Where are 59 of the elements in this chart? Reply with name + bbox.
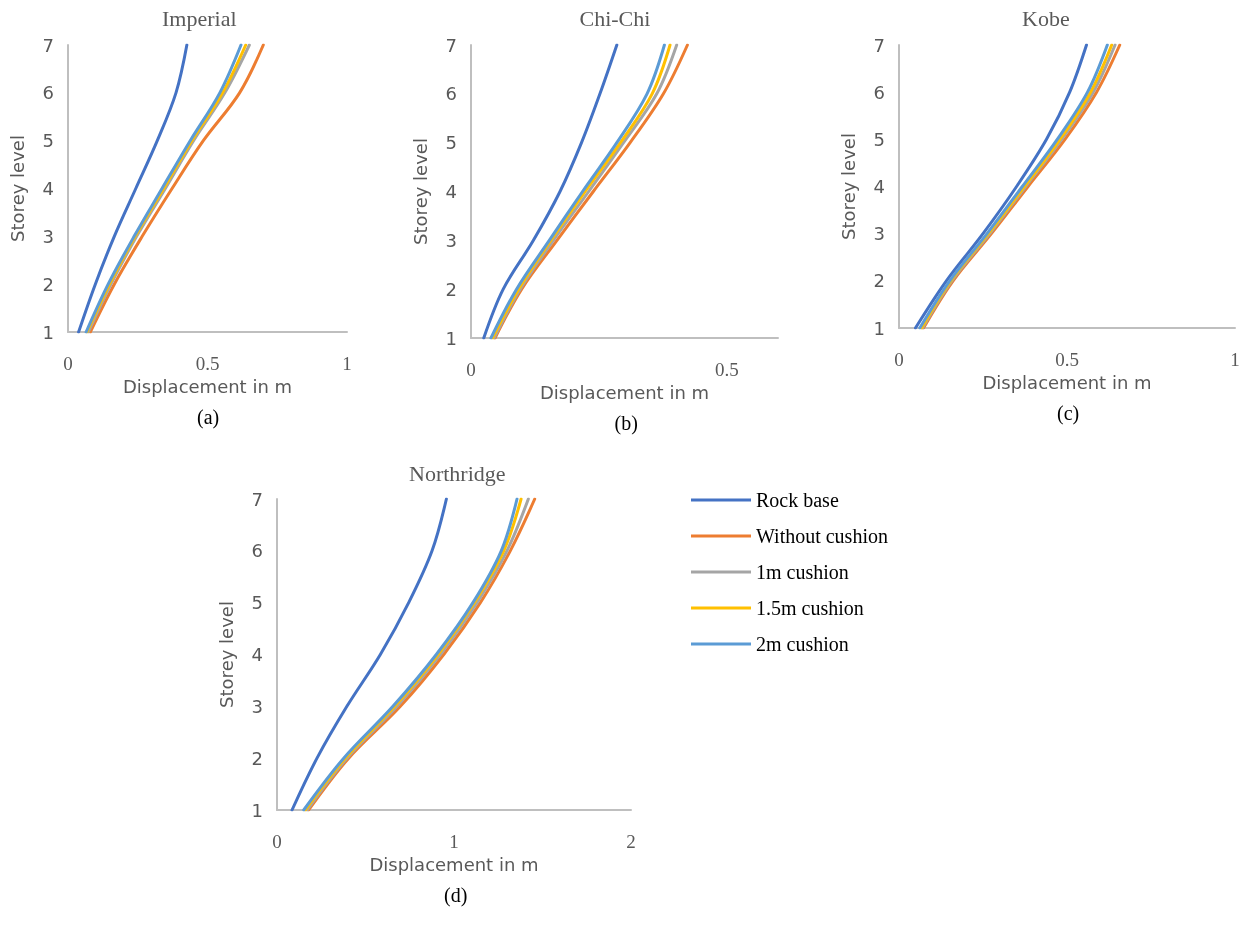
y-tick-label: 5 [873,128,885,150]
y-tick-label: 2 [873,270,885,292]
y-tick-label: 2 [445,278,457,300]
y-tick-label: 5 [251,592,263,614]
y-tick-label: 1 [251,799,263,821]
y-tick-label: 5 [445,132,457,154]
y-axis-title: Storey level [6,135,28,242]
x-tick-label: 1 [342,353,352,374]
x-tick-label: 0 [894,349,904,370]
x-axis-title: Displacement in m [369,854,539,876]
y-tick-label: 4 [42,178,54,199]
y-tick-label: 3 [445,229,457,251]
y-tick-label: 4 [251,644,263,665]
y-tick-label: 3 [42,225,54,247]
legend-label: 2m cushion [756,633,849,655]
x-tick-label: 0 [466,359,476,380]
y-tick-label: 1 [445,327,457,349]
y-tick-label: 7 [873,34,885,56]
text: (b) [614,412,638,435]
x-tick-label: 0.5 [195,353,220,374]
x-tick-label: 0 [63,353,73,374]
legend-label: Without cushion [756,525,888,547]
legend-label: Rock base [756,489,839,511]
y-tick-label: 6 [251,540,263,562]
x-axis-title: Displacement in m [539,382,710,404]
y-tick-label: 5 [42,130,54,152]
y-axis-title: Storey level [215,601,237,708]
y-tick-label: 6 [445,83,457,105]
y-tick-label: 4 [445,181,457,202]
x-axis-title: Displacement in m [982,372,1152,394]
y-tick-label: 3 [251,695,263,717]
y-tick-label: 2 [251,747,263,769]
x-tick-label: 0 [272,831,282,852]
y-tick-label: 1 [873,317,885,339]
x-tick-label: 2 [626,831,636,852]
y-tick-label: 3 [873,223,885,245]
legend-label: 1m cushion [756,561,849,583]
y-axis-title: Storey level [837,133,859,240]
chart-title: Northridge [409,460,506,486]
y-tick-label: 7 [445,34,457,56]
y-tick-label: 1 [42,321,54,343]
chart-title: Chi-Chi [579,5,651,31]
y-tick-label: 7 [251,488,263,510]
x-tick-label: 0.5 [714,359,739,380]
legend-label: 1.5m cushion [756,597,864,619]
text: (c) [1057,402,1080,425]
y-tick-label: 6 [873,81,885,103]
x-axis-title: Displacement in m [122,376,293,398]
y-axis-title: Storey level [409,138,431,245]
y-tick-label: 7 [42,34,54,56]
x-tick-label: 1 [1230,349,1240,370]
y-tick-label: 6 [42,82,54,104]
y-tick-label: 4 [873,176,885,197]
chart-title: Kobe [1022,5,1070,31]
y-tick-label: 2 [42,273,54,295]
text: (d) [444,884,468,907]
text: (a) [197,406,220,429]
x-tick-label: 0.5 [1055,349,1079,370]
chart-title: Imperial [162,5,237,31]
